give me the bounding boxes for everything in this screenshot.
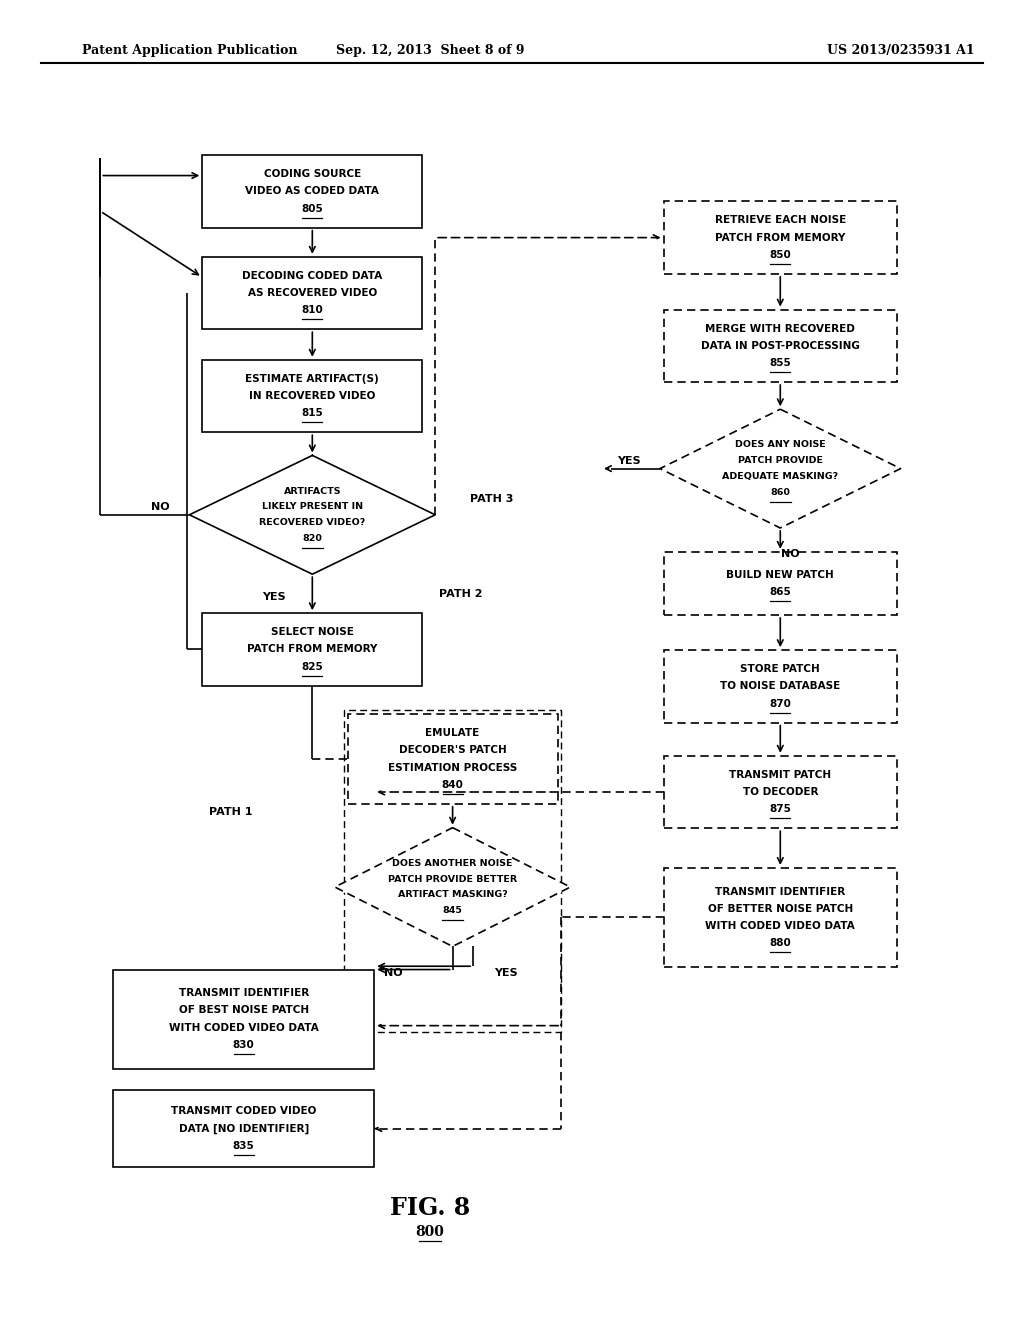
Text: PATH 3: PATH 3 [470,494,513,504]
Text: DECODER'S PATCH: DECODER'S PATCH [398,746,507,755]
Text: TRANSMIT IDENTIFIER: TRANSMIT IDENTIFIER [178,989,309,998]
Text: 855: 855 [769,358,792,368]
Text: LIKELY PRESENT IN: LIKELY PRESENT IN [262,503,362,511]
Text: ARTIFACTS: ARTIFACTS [284,487,341,495]
Text: DOES ANY NOISE: DOES ANY NOISE [735,441,825,449]
Text: RECOVERED VIDEO?: RECOVERED VIDEO? [259,519,366,527]
Text: 830: 830 [232,1040,255,1049]
Text: ADEQUATE MASKING?: ADEQUATE MASKING? [722,473,839,480]
Text: ESTIMATION PROCESS: ESTIMATION PROCESS [388,763,517,772]
FancyBboxPatch shape [113,969,375,1069]
FancyBboxPatch shape [664,309,897,383]
FancyBboxPatch shape [203,359,422,433]
Text: 865: 865 [769,587,792,597]
Polygon shape [189,455,435,574]
Text: 870: 870 [769,698,792,709]
Text: 800: 800 [416,1225,444,1238]
Text: OF BEST NOISE PATCH: OF BEST NOISE PATCH [178,1006,309,1015]
Text: 835: 835 [232,1140,255,1151]
FancyBboxPatch shape [203,154,422,227]
FancyBboxPatch shape [664,755,897,829]
Text: 815: 815 [301,408,324,418]
Text: SELECT NOISE: SELECT NOISE [271,627,353,638]
FancyBboxPatch shape [348,714,557,804]
Text: 850: 850 [769,249,792,260]
Text: BUILD NEW PATCH: BUILD NEW PATCH [726,570,835,579]
Text: ARTIFACT MASKING?: ARTIFACT MASKING? [397,891,508,899]
FancyBboxPatch shape [203,256,422,329]
Text: PATH 2: PATH 2 [439,589,482,599]
Text: OF BETTER NOISE PATCH: OF BETTER NOISE PATCH [708,904,853,913]
Text: YES: YES [261,591,286,602]
Text: TRANSMIT IDENTIFIER: TRANSMIT IDENTIFIER [715,887,846,896]
Text: EMULATE: EMULATE [426,729,479,738]
Text: Sep. 12, 2013  Sheet 8 of 9: Sep. 12, 2013 Sheet 8 of 9 [336,44,524,57]
Text: WITH CODED VIDEO DATA: WITH CODED VIDEO DATA [169,1023,318,1032]
FancyBboxPatch shape [664,552,897,615]
Text: PATCH PROVIDE BETTER: PATCH PROVIDE BETTER [388,875,517,883]
FancyBboxPatch shape [664,651,897,723]
Text: YES: YES [616,455,641,466]
Text: PATCH PROVIDE: PATCH PROVIDE [737,457,823,465]
Text: PATH 1: PATH 1 [209,807,252,817]
Text: WITH CODED VIDEO DATA: WITH CODED VIDEO DATA [706,921,855,931]
Text: TRANSMIT PATCH: TRANSMIT PATCH [729,770,831,780]
Text: 840: 840 [441,780,464,789]
Text: DATA IN POST-PROCESSING: DATA IN POST-PROCESSING [700,341,860,351]
Text: 875: 875 [769,804,792,814]
Text: VIDEO AS CODED DATA: VIDEO AS CODED DATA [246,186,379,197]
Text: FIG. 8: FIG. 8 [390,1196,470,1220]
Text: 820: 820 [302,535,323,543]
Text: IN RECOVERED VIDEO: IN RECOVERED VIDEO [249,391,376,401]
Text: 860: 860 [770,488,791,496]
Text: NO: NO [152,502,170,512]
Text: US 2013/0235931 A1: US 2013/0235931 A1 [827,44,975,57]
Text: TRANSMIT CODED VIDEO: TRANSMIT CODED VIDEO [171,1106,316,1117]
FancyBboxPatch shape [664,869,897,966]
Text: DATA [NO IDENTIFIER]: DATA [NO IDENTIFIER] [178,1123,309,1134]
FancyBboxPatch shape [664,201,897,275]
Text: 880: 880 [769,939,792,948]
Text: 845: 845 [442,907,463,915]
Text: MERGE WITH RECOVERED: MERGE WITH RECOVERED [706,323,855,334]
Text: TO DECODER: TO DECODER [742,787,818,797]
Polygon shape [335,828,570,946]
Text: DOES ANOTHER NOISE: DOES ANOTHER NOISE [392,859,513,867]
Text: RETRIEVE EACH NOISE: RETRIEVE EACH NOISE [715,215,846,226]
Text: DECODING CODED DATA: DECODING CODED DATA [243,271,382,281]
Text: TO NOISE DATABASE: TO NOISE DATABASE [720,681,841,692]
Text: 810: 810 [301,305,324,315]
Text: STORE PATCH: STORE PATCH [740,664,820,675]
Text: NO: NO [384,968,402,978]
Text: NO: NO [781,549,800,560]
Text: 825: 825 [301,661,324,672]
FancyBboxPatch shape [203,612,422,686]
Text: PATCH FROM MEMORY: PATCH FROM MEMORY [715,232,846,243]
Text: AS RECOVERED VIDEO: AS RECOVERED VIDEO [248,288,377,298]
Text: PATCH FROM MEMORY: PATCH FROM MEMORY [247,644,378,655]
Text: Patent Application Publication: Patent Application Publication [82,44,297,57]
Text: CODING SOURCE: CODING SOURCE [264,169,360,180]
Polygon shape [660,409,901,528]
Text: YES: YES [494,968,518,978]
Text: 805: 805 [301,203,324,214]
FancyBboxPatch shape [113,1090,375,1167]
Text: ESTIMATE ARTIFACT(S): ESTIMATE ARTIFACT(S) [246,374,379,384]
